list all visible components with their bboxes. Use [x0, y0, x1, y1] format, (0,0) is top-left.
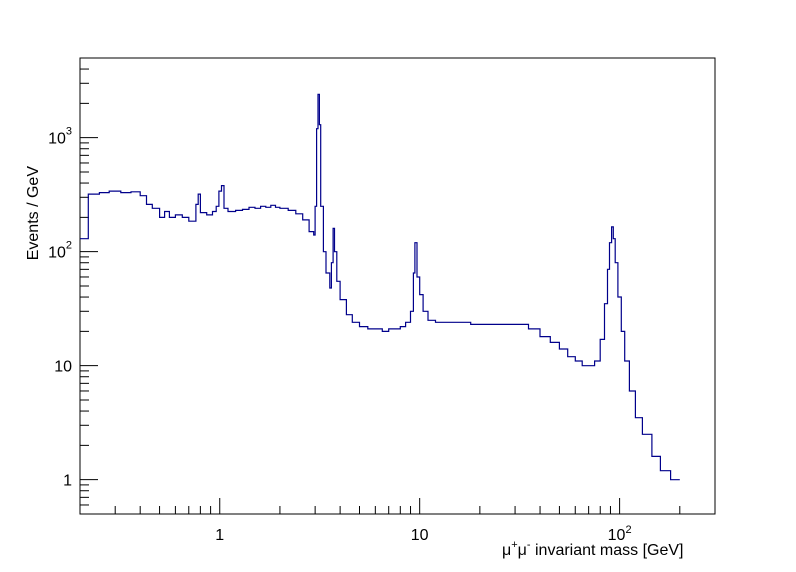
x-axis-title: μ+μ- invariant mass [GeV] — [502, 539, 684, 559]
x-tick-label: 10 — [411, 527, 429, 544]
x-tick-label: 102 — [608, 524, 632, 544]
y-tick-label: 103 — [48, 126, 72, 148]
x-axis-tick-labels: 1 10 102 — [215, 524, 631, 544]
x-axis-ticks — [79, 498, 716, 514]
x-tick-label: 1 — [215, 527, 224, 544]
y-axis-title: Events / GeV — [25, 166, 42, 261]
y-tick-label: 102 — [48, 240, 72, 262]
histogram-series-line — [80, 93, 680, 481]
y-tick-label: 10 — [54, 359, 72, 376]
y-axis-ticks — [80, 57, 98, 515]
y-tick-label: 1 — [63, 473, 72, 490]
y-axis-tick-labels: 1 10 102 103 — [48, 126, 72, 490]
plot-frame — [79, 57, 716, 515]
